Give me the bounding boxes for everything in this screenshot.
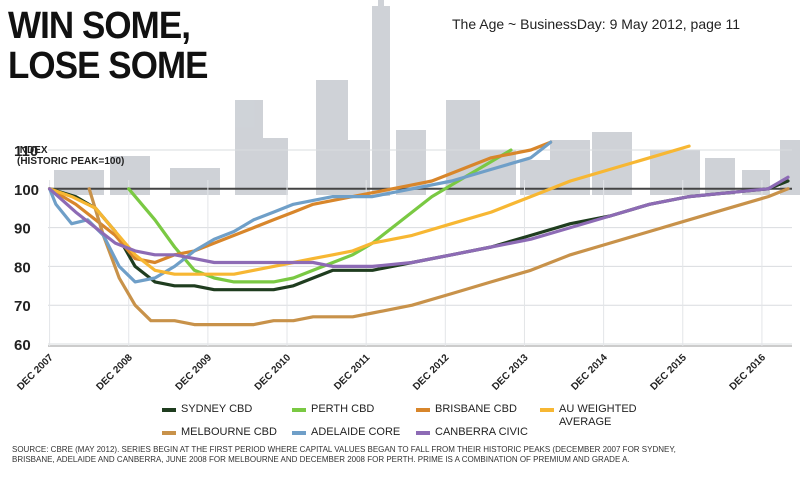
source-note: SOURCE: CBRE (MAY 2012). SERIES BEGIN AT…: [12, 445, 676, 464]
y-tick-label: 80: [14, 259, 31, 276]
x-tick-label: DEC 2014: [569, 352, 610, 393]
series-line-3: [87, 187, 790, 327]
source-title: The Age ~ BusinessDay: 9 May 2012, page …: [452, 16, 741, 32]
series-line-6: [47, 175, 790, 268]
x-tick-label: DEC 2007: [15, 352, 56, 393]
y-tick-label: 100: [14, 182, 39, 199]
chart-series: [47, 140, 790, 327]
y-tick-label: 110: [14, 143, 38, 160]
y-tick-label: 90: [14, 221, 31, 238]
x-tick-label: DEC 2008: [94, 352, 135, 393]
headline: WIN SOME, LOSE SOME: [8, 5, 208, 87]
x-tick-label: DEC 2010: [253, 352, 294, 393]
y-axis-title: INDEX (HISTORIC PEAK=100): [17, 145, 124, 167]
y-axis-title-text: INDEX (HISTORIC PEAK=100): [17, 145, 125, 167]
x-tick-label: DEC 2012: [411, 352, 452, 393]
x-tick-label: DEC 2011: [332, 352, 372, 392]
y-tick-label: 70: [14, 298, 31, 315]
x-tick-label: DEC 2015: [648, 352, 689, 393]
x-tick-label: DEC 2009: [174, 352, 215, 393]
y-tick-label: 60: [14, 337, 31, 354]
x-tick-label: DEC 2016: [728, 352, 769, 393]
series-line-1: [127, 148, 513, 284]
x-tick-label: DEC 2013: [490, 352, 531, 393]
